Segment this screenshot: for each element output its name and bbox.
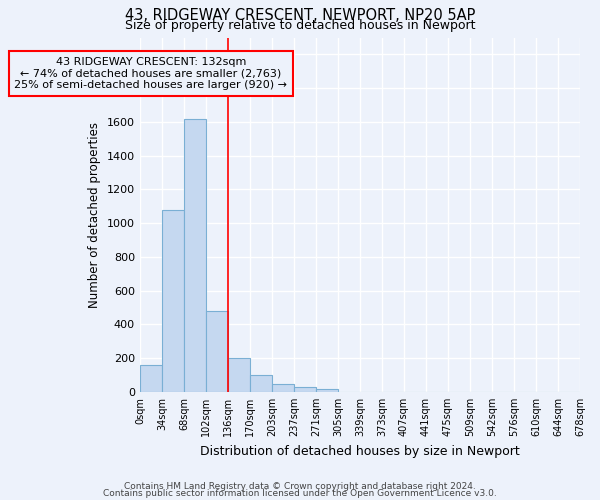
Text: 43 RIDGEWAY CRESCENT: 132sqm
← 74% of detached houses are smaller (2,763)
25% of: 43 RIDGEWAY CRESCENT: 132sqm ← 74% of de… — [14, 57, 287, 90]
Bar — [250, 375, 272, 392]
Y-axis label: Number of detached properties: Number of detached properties — [88, 122, 101, 308]
Text: 43, RIDGEWAY CRESCENT, NEWPORT, NP20 5AP: 43, RIDGEWAY CRESCENT, NEWPORT, NP20 5AP — [125, 8, 475, 22]
Bar — [294, 387, 316, 392]
Text: Contains public sector information licensed under the Open Government Licence v3: Contains public sector information licen… — [103, 489, 497, 498]
Text: Contains HM Land Registry data © Crown copyright and database right 2024.: Contains HM Land Registry data © Crown c… — [124, 482, 476, 491]
Bar — [228, 358, 250, 392]
X-axis label: Distribution of detached houses by size in Newport: Distribution of detached houses by size … — [200, 444, 520, 458]
Bar — [272, 384, 294, 392]
Bar — [206, 311, 228, 392]
Text: Size of property relative to detached houses in Newport: Size of property relative to detached ho… — [125, 19, 475, 32]
Bar — [140, 365, 162, 392]
Bar — [162, 210, 184, 392]
Bar — [316, 388, 338, 392]
Bar — [184, 118, 206, 392]
